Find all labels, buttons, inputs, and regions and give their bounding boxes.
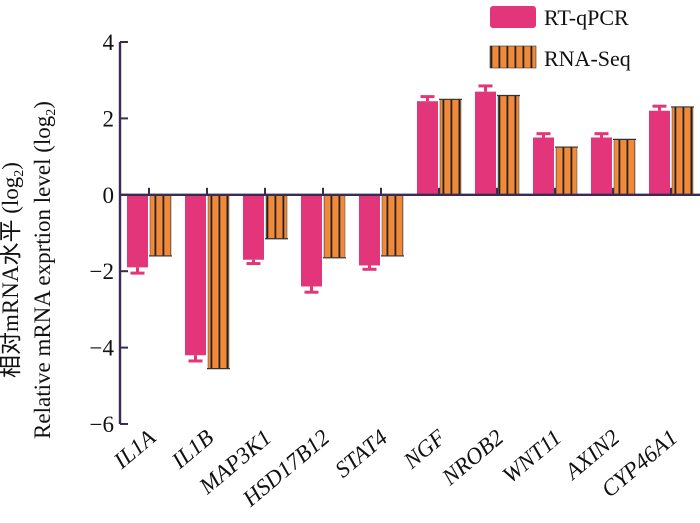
bar-rna-seq <box>381 194 404 257</box>
y-tick-label: 4 <box>103 30 115 55</box>
y-axis-title-chinese: 相对mRNA水平 (log2) <box>0 162 27 378</box>
bar-rna-seq <box>207 194 230 369</box>
x-category-label: IL1A <box>108 424 161 474</box>
legend-swatch-rna-seq <box>489 45 537 69</box>
bar-rna-seq <box>323 194 346 259</box>
legend-swatch-rt-qpcr <box>490 6 536 28</box>
bar-rt-qpcr <box>417 101 438 195</box>
bar-rt-qpcr <box>475 91 496 195</box>
legend: RT-qPCR RNA-Seq <box>489 5 631 71</box>
y-tick-label: 2 <box>103 106 115 131</box>
x-category-label: STAT4 <box>330 425 392 483</box>
bar-rt-qpcr <box>649 110 670 195</box>
y-tick-label: 0 <box>103 183 115 208</box>
bar-rt-qpcr <box>127 194 148 268</box>
y-axis-title-english: Relative mRNA exprtion level (log2) <box>30 101 59 439</box>
legend-label-rt-qpcr: RT-qPCR <box>544 5 629 30</box>
bar-rna-seq <box>613 139 636 196</box>
bar-rna-seq <box>497 95 520 196</box>
bar-rt-qpcr <box>301 194 322 287</box>
bar-rna-seq <box>265 194 288 239</box>
bar-rt-qpcr <box>533 137 554 195</box>
bar-rna-seq <box>149 194 172 257</box>
y-tick-label: −2 <box>90 259 114 284</box>
bar-rt-qpcr <box>591 137 612 195</box>
bar-rt-qpcr <box>359 194 380 266</box>
legend-label-rna-seq: RNA-Seq <box>544 46 631 71</box>
y-tick-label: −4 <box>90 336 115 361</box>
x-category-label: WNT11 <box>498 425 567 488</box>
bar-rna-seq <box>671 106 694 196</box>
bar-rt-qpcr <box>185 194 206 356</box>
bar-rna-seq <box>439 99 462 196</box>
bar-rt-qpcr <box>243 194 264 260</box>
y-tick-label: −6 <box>90 412 114 437</box>
x-category-label: NROB2 <box>437 425 509 491</box>
bar-rna-seq <box>555 146 578 196</box>
